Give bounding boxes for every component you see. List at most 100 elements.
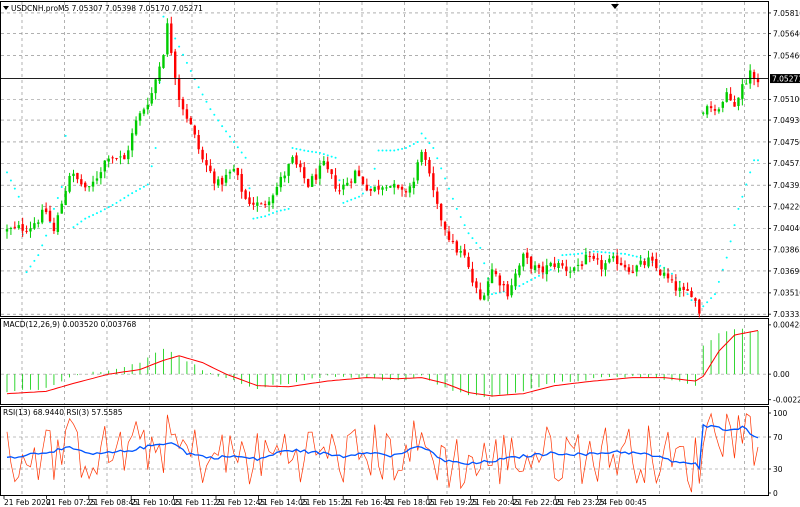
sar-dot <box>260 216 263 219</box>
candle-bear <box>244 190 247 199</box>
shift-marker-icon[interactable] <box>611 4 619 9</box>
time-tick-label: 21 Feb 16:45 <box>343 498 392 507</box>
candle-bear <box>115 157 118 159</box>
sar-dot <box>753 159 756 162</box>
sar-dot <box>56 196 59 199</box>
candle-bear <box>623 264 627 268</box>
candle-bear <box>690 290 693 298</box>
sar-dot <box>131 192 134 195</box>
collapse-arrow-icon[interactable] <box>3 6 9 10</box>
candle-bear <box>713 109 717 111</box>
sar-dot <box>174 37 177 40</box>
candle-bear <box>326 161 329 170</box>
candle-bull <box>533 265 537 271</box>
sar-dot <box>706 301 709 304</box>
sar-dot <box>342 201 345 204</box>
sar-dot <box>557 259 560 262</box>
sar-dot <box>240 151 243 154</box>
candle-bull <box>381 187 384 190</box>
candle-bear <box>666 273 670 279</box>
candle-bear <box>263 204 267 206</box>
candle-bull <box>72 173 75 177</box>
candle-bull <box>150 93 153 104</box>
sar-dot <box>479 246 482 249</box>
time-tick-label: 24 Feb 00:45 <box>598 498 647 507</box>
time-tick-label: 21 Feb 08:45 <box>89 498 138 507</box>
candle-bear <box>189 118 193 125</box>
candle-bear <box>655 258 658 269</box>
candle-bull <box>702 112 705 114</box>
candle-bull <box>545 265 548 275</box>
candle-bear <box>76 172 79 180</box>
sar-dot <box>416 140 419 143</box>
sar-dot <box>76 223 79 226</box>
sar-dot <box>369 185 372 188</box>
sar-dot <box>725 256 728 259</box>
sar-dot <box>88 215 91 218</box>
candle-bull <box>518 265 521 276</box>
candle-bull <box>37 222 40 224</box>
candle-bull <box>127 150 130 160</box>
price-tick-label: 7.05100 <box>773 95 800 104</box>
candle-bear <box>565 266 568 271</box>
sar-dot <box>185 61 188 64</box>
candle-bull <box>41 209 44 223</box>
candle-bear <box>303 167 306 179</box>
sar-dot <box>103 208 106 211</box>
candle-bull <box>569 271 572 273</box>
price-tick-label: 7.03865 <box>773 245 800 254</box>
candle-bear <box>475 281 478 288</box>
candle-bear <box>756 78 760 83</box>
candle-bull <box>389 186 392 188</box>
candle-bear <box>643 261 646 266</box>
candle-bull <box>346 182 349 186</box>
candle-bear <box>561 263 564 266</box>
candle-bear <box>752 72 756 80</box>
sar-dot <box>475 241 478 244</box>
time-tick-label: 21 Feb 20:45 <box>470 498 519 507</box>
candle-bull <box>393 183 396 188</box>
candle-bear <box>502 284 505 286</box>
candle-bear <box>537 264 541 268</box>
sar-dot <box>577 252 580 255</box>
candle-bull <box>224 174 228 183</box>
candle-bear <box>181 99 185 110</box>
sar-dot <box>318 151 321 154</box>
macd-panel-frame <box>0 318 769 405</box>
sar-dot <box>592 250 595 253</box>
candle-bear <box>209 165 212 172</box>
sar-dot <box>307 150 310 153</box>
sar-dot <box>72 226 75 229</box>
candle-bull <box>99 172 103 179</box>
sar-dot <box>451 197 454 200</box>
sar-dot <box>154 147 157 150</box>
sar-dot <box>213 113 216 116</box>
candle-bear <box>686 289 689 291</box>
candle-bull <box>721 102 724 108</box>
sar-dot <box>123 196 126 199</box>
sar-dot <box>471 237 474 240</box>
candle-bear <box>252 202 255 205</box>
sar-dot <box>757 159 759 162</box>
sar-dot <box>37 254 40 257</box>
parabolic-sar <box>6 15 759 308</box>
candle-bear <box>236 167 239 176</box>
sar-dot <box>534 276 537 279</box>
candle-bull <box>745 83 748 85</box>
time-tick-label: 21 Feb 15:25 <box>301 498 350 507</box>
rsi-indicator <box>6 412 759 493</box>
sar-dot <box>537 274 540 277</box>
candle-bear <box>729 93 732 101</box>
rsi-tick-label: 100 <box>773 409 788 418</box>
price-axis: 7.05810 7.05640 7.05460 7.05100 7.04930 7.047… <box>768 9 800 319</box>
sar-dot <box>573 253 576 256</box>
macd-tick-label: 0.004288 <box>773 321 800 330</box>
candle-bull <box>322 161 326 166</box>
sar-dot <box>29 265 32 268</box>
candle-bear <box>619 262 623 266</box>
candle-bear <box>295 155 298 165</box>
candle-bull <box>459 251 462 253</box>
candle-bear <box>111 157 114 159</box>
price-tick-label: 7.04395 <box>773 181 800 190</box>
